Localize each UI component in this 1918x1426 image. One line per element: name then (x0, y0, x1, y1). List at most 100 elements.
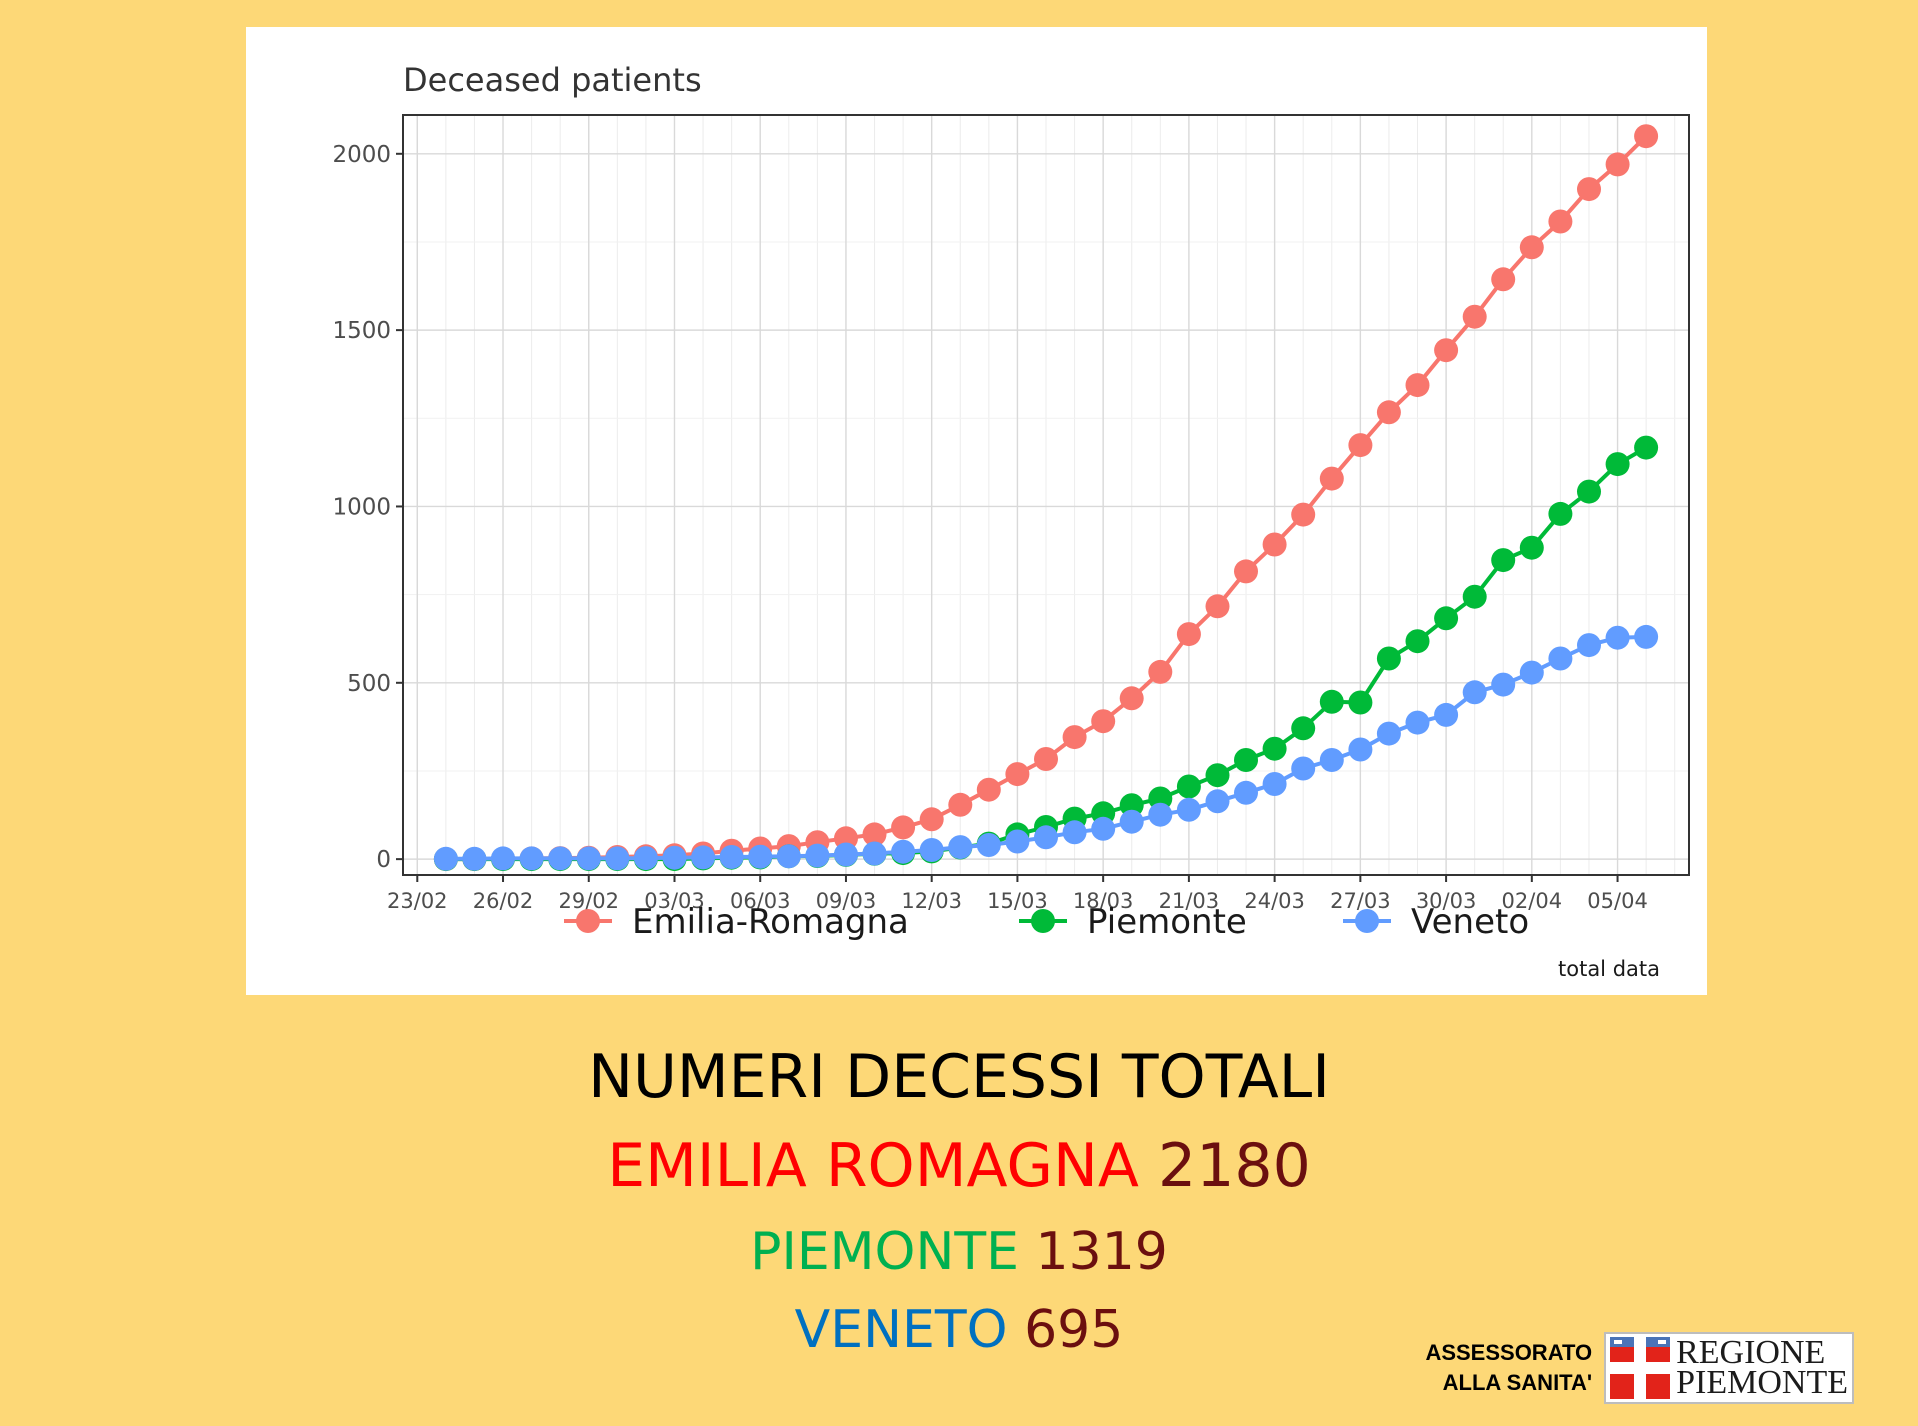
y-tick-label: 2000 (332, 142, 391, 168)
legend-key-dot-emilia-romagna (576, 909, 600, 933)
summary-emilia: EMILIA ROMAGNA 2180 (0, 1131, 1918, 1201)
data-point-piemonte (1205, 763, 1230, 788)
data-point-emilia-romagna (976, 777, 1001, 802)
data-point-veneto (1005, 829, 1030, 854)
data-point-veneto (1577, 633, 1601, 658)
data-point-veneto (1176, 797, 1201, 822)
data-point-veneto (691, 845, 716, 870)
data-point-veneto (1091, 816, 1116, 841)
summary-title: NUMERI DECESSI TOTALI (588, 1042, 1330, 1112)
emilia-value: 2180 (1158, 1131, 1311, 1201)
data-point-emilia-romagna (1034, 747, 1058, 771)
regione-emblem-icon (1610, 1337, 1671, 1399)
data-point-emilia-romagna (1148, 659, 1173, 684)
chart-panel: Deceased patients 0 500 1000 1500 2000 23/02 2… (246, 27, 1707, 995)
data-point-emilia-romagna (1176, 622, 1201, 647)
data-point-veneto (1034, 825, 1058, 850)
data-point-piemonte (1605, 452, 1630, 477)
data-point-piemonte (1405, 629, 1430, 654)
data-point-piemonte (1519, 535, 1544, 560)
data-point-piemonte (1577, 479, 1601, 504)
data-point-emilia-romagna (1348, 433, 1373, 458)
y-tick-label: 1500 (332, 318, 391, 344)
data-point-emilia-romagna (1577, 177, 1601, 202)
x-tick-label: 12/03 (901, 889, 962, 913)
legend-label-piemonte: Piemonte (1087, 902, 1247, 942)
data-point-veneto (919, 838, 944, 862)
data-point-veneto (1291, 756, 1316, 781)
data-point-veneto (1519, 660, 1544, 685)
logo-text-line-1: REGIONE (1676, 1334, 1826, 1371)
plot-border (402, 114, 1690, 876)
data-point-veneto (662, 845, 687, 870)
data-point-veneto (548, 846, 573, 871)
x-tick-label: 24/03 (1244, 889, 1305, 913)
data-point-emilia-romagna (1205, 594, 1230, 619)
footer-branding: ASSESSORATO ALLA SANITA' REGIONE PIEMONT… (1425, 1332, 1854, 1404)
x-tick-label: 05/04 (1587, 889, 1648, 913)
data-point-veneto (1462, 680, 1487, 705)
data-point-veneto (462, 846, 487, 871)
data-point-veneto (976, 833, 1001, 857)
data-point-veneto (719, 845, 744, 869)
data-point-emilia-romagna (1605, 152, 1630, 177)
x-tick-label: 21/03 (1159, 889, 1220, 913)
data-point-veneto (1062, 820, 1087, 845)
data-point-veneto (862, 841, 887, 866)
x-tick-label: 09/03 (816, 889, 877, 913)
x-tick-label: 15/03 (987, 889, 1048, 913)
data-point-veneto (1348, 737, 1373, 762)
data-point-emilia-romagna (1291, 502, 1316, 527)
data-point-emilia-romagna (862, 822, 887, 847)
emilia-label: EMILIA ROMAGNA (607, 1131, 1139, 1201)
data-point-piemonte (1291, 716, 1316, 741)
data-point-veneto (633, 846, 658, 871)
deceased-line-chart: Deceased patients 0 500 1000 1500 2000 23/02 2… (332, 61, 1690, 981)
data-point-emilia-romagna (948, 792, 973, 817)
data-point-emilia-romagna (1376, 400, 1401, 425)
data-point-piemonte (1548, 501, 1573, 526)
data-point-veneto (1319, 748, 1344, 772)
department-line-2: ALLA SANITA' (1442, 1370, 1593, 1395)
data-point-piemonte (1348, 690, 1373, 715)
data-point-emilia-romagna (1234, 559, 1258, 584)
y-tick-label: 0 (376, 847, 391, 873)
data-point-emilia-romagna (1462, 304, 1487, 329)
summary-piemonte: PIEMONTE 1319 (0, 1222, 1918, 1282)
department-label: ASSESSORATO ALLA SANITA' (1425, 1338, 1592, 1398)
piemonte-label: PIEMONTE (750, 1222, 1019, 1282)
data-point-veneto (805, 843, 830, 868)
data-point-veneto (1548, 646, 1573, 671)
data-point-emilia-romagna (891, 815, 916, 840)
data-point-piemonte (1176, 774, 1201, 799)
data-point-veneto (1491, 672, 1516, 697)
data-point-emilia-romagna (1634, 124, 1659, 149)
data-point-emilia-romagna (1434, 338, 1459, 363)
data-point-emilia-romagna (1548, 209, 1573, 234)
chart-caption: total data (1558, 957, 1660, 981)
data-point-veneto (1205, 789, 1230, 814)
summary-veneto: VENETO 695 (0, 1300, 1918, 1360)
data-point-veneto (834, 842, 858, 867)
data-point-veneto (1376, 721, 1401, 746)
data-point-veneto (776, 844, 801, 869)
legend-key-dot-piemonte (1031, 909, 1055, 933)
data-point-veneto (1148, 802, 1173, 827)
piemonte-value: 1319 (1035, 1222, 1168, 1282)
data-point-emilia-romagna (1405, 373, 1430, 398)
data-point-veneto (1634, 624, 1659, 649)
data-point-veneto (948, 835, 973, 860)
data-point-veneto (1119, 809, 1144, 834)
data-point-veneto (576, 846, 601, 871)
data-point-veneto (433, 846, 458, 871)
regione-piemonte-logo: REGIONE PIEMONTE (1604, 1332, 1854, 1404)
data-point-emilia-romagna (919, 807, 944, 832)
x-tick-label: 23/02 (387, 889, 448, 913)
data-point-piemonte (1634, 435, 1659, 460)
data-point-emilia-romagna (1119, 686, 1144, 711)
data-point-veneto (891, 839, 916, 864)
legend-key-dot-veneto (1355, 909, 1379, 933)
data-point-piemonte (1462, 584, 1487, 609)
x-tick-label: 30/03 (1416, 889, 1477, 913)
data-point-piemonte (1319, 689, 1344, 714)
